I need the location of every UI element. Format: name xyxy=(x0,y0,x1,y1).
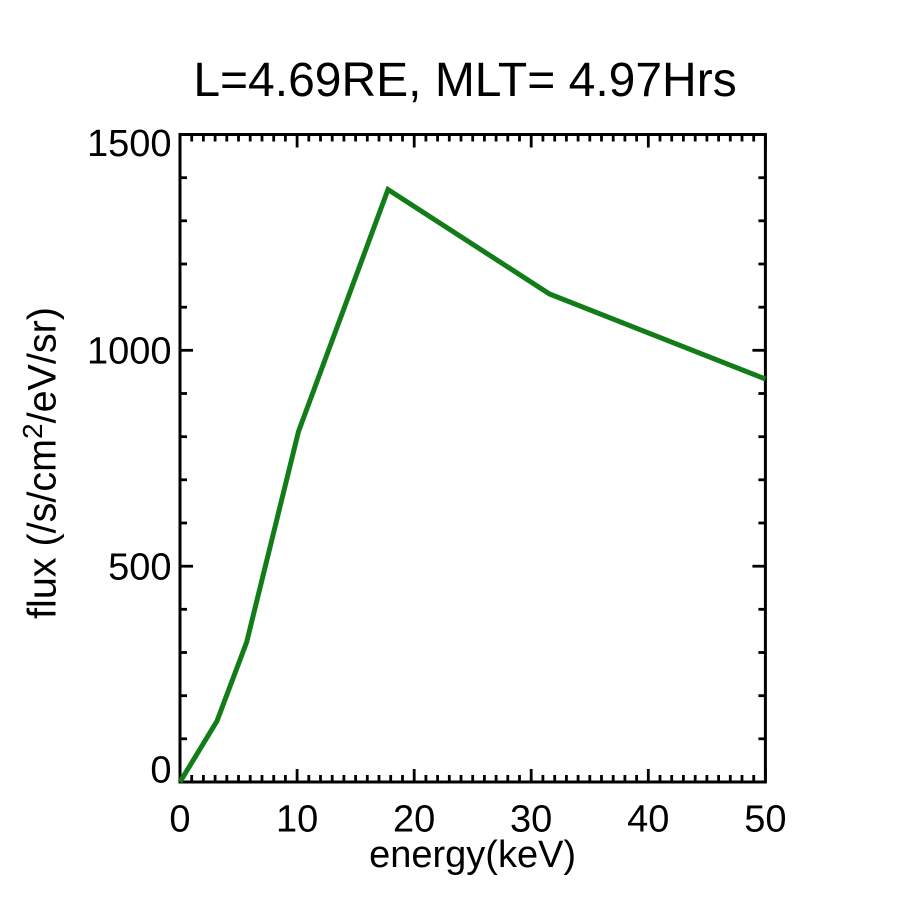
svg-text:50: 50 xyxy=(744,799,786,841)
svg-text:1500: 1500 xyxy=(87,123,172,165)
svg-text:L=4.69RE, MLT= 4.97Hrs: L=4.69RE, MLT= 4.97Hrs xyxy=(193,54,736,107)
svg-text:0: 0 xyxy=(169,799,190,841)
svg-text:40: 40 xyxy=(627,799,669,841)
svg-text:30: 30 xyxy=(510,799,552,841)
svg-text:500: 500 xyxy=(108,547,171,589)
svg-text:20: 20 xyxy=(393,799,435,841)
svg-text:10: 10 xyxy=(276,799,318,841)
svg-text:1000: 1000 xyxy=(87,331,172,373)
svg-text:0: 0 xyxy=(150,750,171,792)
svg-text:flux (/s/cm2/eV/sr): flux (/s/cm2/eV/sr) xyxy=(17,307,65,619)
svg-text:energy(keV): energy(keV) xyxy=(369,834,576,876)
